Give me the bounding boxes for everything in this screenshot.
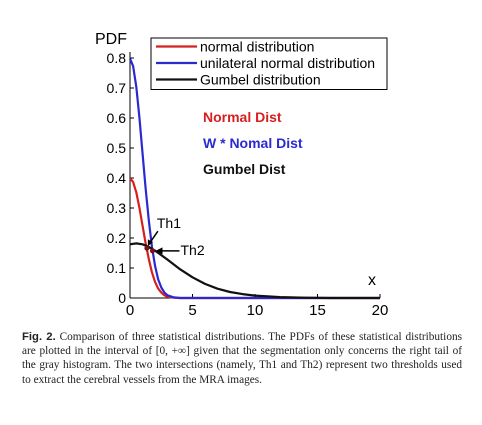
th1-point [144, 245, 150, 251]
overlay-label-1: Normal Dist [203, 109, 282, 125]
figure-caption: Fig. 2. Comparison of three statistical … [22, 330, 462, 387]
y-tick-label: 0.8 [107, 50, 127, 66]
legend-label-2: unilateral normal distribution [200, 55, 375, 71]
th2-point [150, 248, 155, 254]
x-tick-label: 5 [188, 302, 196, 319]
y-tick-label: 0.3 [107, 200, 127, 216]
overlay-label-2: W * Nomal Dist [203, 135, 303, 151]
ticks: 0 5 10 15 20 0 0.1 0.2 0.3 0.4 0.5 0.6 0.7 0.8 [107, 50, 389, 319]
th1-arrowhead [147, 239, 153, 247]
legend-label-3: Gumbel distribution [200, 72, 321, 88]
th2-label: Th2 [181, 242, 205, 258]
th2-arrowhead [155, 247, 163, 255]
legend-label-1: normal distribution [200, 39, 314, 55]
x-tick-label: 0 [126, 302, 134, 319]
y-tick-label: 0.4 [107, 170, 127, 186]
y-tick-label: 0.1 [107, 260, 127, 276]
overlay-label-3: Gumbel Dist [203, 161, 286, 177]
chart: PDF x 0 5 10 15 20 0 0.1 0.2 0.3 0.4 0.5 0.6 0.7 0.8 T… [95, 31, 389, 319]
y-tick-label: 0 [118, 290, 126, 306]
caption-label: Fig. 2. [22, 331, 56, 343]
y-tick-label: 0.5 [107, 140, 127, 156]
series-line-2 [128, 58, 380, 300]
y-axis-label: PDF [95, 31, 127, 48]
y-tick-label: 0.2 [107, 230, 127, 246]
caption-text: Comparison of three statistical distribu… [22, 331, 463, 386]
x-tick-label: 15 [309, 302, 326, 319]
x-tick-label: 10 [247, 302, 264, 319]
x-tick-label: 20 [372, 302, 389, 319]
y-tick-label: 0.7 [107, 80, 127, 96]
x-axis-label: x [368, 272, 376, 289]
overlay-labels: Normal Dist W * Nomal Dist Gumbel Dist [203, 109, 303, 177]
y-tick-label: 0.6 [107, 110, 127, 126]
th1-label: Th1 [157, 215, 181, 231]
